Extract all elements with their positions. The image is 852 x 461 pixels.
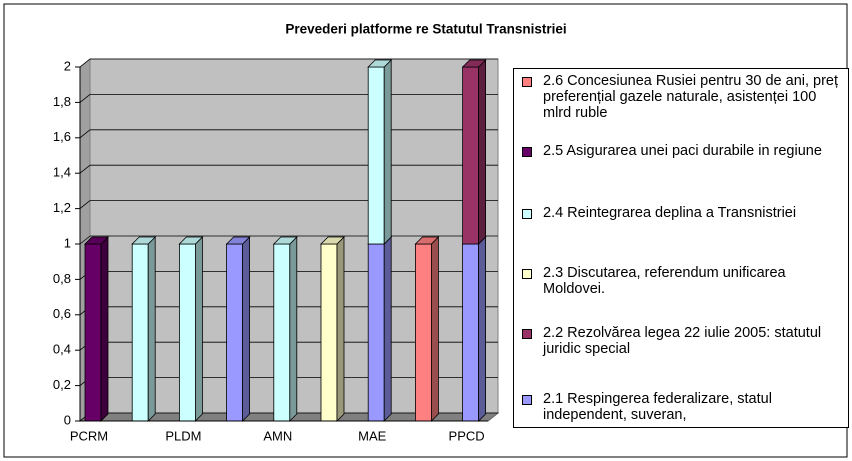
x-tick-label: PPCD (449, 428, 485, 443)
legend-swatch (522, 77, 532, 87)
legend: 2.6 Concesiunea Rusiei pentru 30 de ani,… (513, 68, 849, 428)
bar (462, 243, 480, 422)
grid-line (79, 235, 91, 245)
bar (320, 243, 338, 422)
legend-label: 2.6 Concesiunea Rusiei pentru 30 de ani,… (543, 73, 839, 121)
x-tick-label: PLDM (165, 428, 201, 443)
bar (414, 243, 432, 422)
bar-side (430, 236, 439, 422)
y-tick-label: 2 (64, 58, 71, 73)
x-tick-label: AMN (263, 428, 292, 443)
legend-entry: 2.5 Asigurarea unei paci durabile in reg… (522, 143, 846, 159)
bar-top (414, 236, 440, 245)
legend-swatch (522, 269, 532, 279)
y-tick-label: 0,8 (53, 271, 71, 286)
bar (462, 66, 480, 245)
y-tick-label: 1,4 (53, 165, 71, 180)
x-tick-label: MAE (358, 428, 387, 443)
bar (367, 66, 385, 245)
bar-side (289, 236, 298, 422)
bar-top (225, 236, 251, 245)
legend-entry: 2.3 Discutarea, referendum unificarea Mo… (522, 265, 846, 297)
bar-side (383, 236, 392, 422)
bar-top (84, 236, 109, 245)
bar-top (320, 236, 345, 245)
chart-title: Prevederi platforme re Statutul Transnis… (285, 22, 566, 37)
bar-side (194, 236, 203, 422)
grid-line (79, 58, 91, 68)
grid-line (79, 200, 91, 209)
legend-label: 2.3 Discutarea, referendum unificarea Mo… (543, 265, 786, 297)
bar (131, 243, 149, 422)
legend-entry: 2.2 Rezolvărea legea 22 iulie 2005: stat… (522, 325, 846, 357)
grid-line (79, 129, 91, 139)
legend-swatch (522, 147, 532, 157)
bar-top (131, 236, 157, 245)
bar-side (478, 236, 487, 422)
bar-side (478, 59, 487, 245)
bar-side (100, 236, 109, 422)
legend-swatch (522, 209, 532, 219)
legend-swatch (522, 395, 532, 405)
legend-swatch (522, 329, 532, 339)
grid-line (79, 94, 91, 103)
y-tick-label: 1,2 (53, 200, 71, 215)
y-tick-label: 1,6 (53, 129, 71, 144)
bar (178, 243, 196, 422)
y-tick-label: 1,8 (53, 94, 71, 109)
legend-label: 2.4 Reintegrarea deplina a Transnistriei (543, 205, 797, 221)
bar-side (336, 236, 345, 422)
y-tick-label: 0,4 (53, 342, 71, 357)
bar-top (272, 236, 298, 245)
bar-side (383, 59, 392, 245)
y-tick-label: 0,6 (53, 306, 71, 321)
legend-entry: 2.4 Reintegrarea deplina a Transnistriei (522, 205, 846, 221)
y-tick-label: 0,2 (53, 377, 71, 392)
bar-top (367, 59, 393, 68)
grid-line (79, 164, 91, 174)
x-tick-label: PCRM (70, 428, 108, 443)
legend-label: 2.2 Rezolvărea legea 22 iulie 2005: stat… (543, 325, 822, 357)
legend-entry: 2.1 Respingerea federalizare, statul ind… (522, 391, 846, 423)
bar (367, 243, 385, 422)
bar (84, 243, 102, 422)
legend-entry: 2.6 Concesiunea Rusiei pentru 30 de ani,… (522, 73, 846, 121)
bar-top (461, 59, 487, 68)
legend-label: 2.1 Respingerea federalizare, statul ind… (543, 391, 772, 423)
legend-label: 2.5 Asigurarea unei paci durabile in reg… (543, 143, 822, 159)
y-tick-label: 0 (64, 412, 71, 427)
bar-top (178, 236, 204, 245)
bar (273, 243, 291, 422)
y-tick-label: 1 (64, 235, 71, 250)
bar (226, 243, 244, 422)
bar-side (242, 236, 251, 422)
bar-side (147, 236, 156, 422)
